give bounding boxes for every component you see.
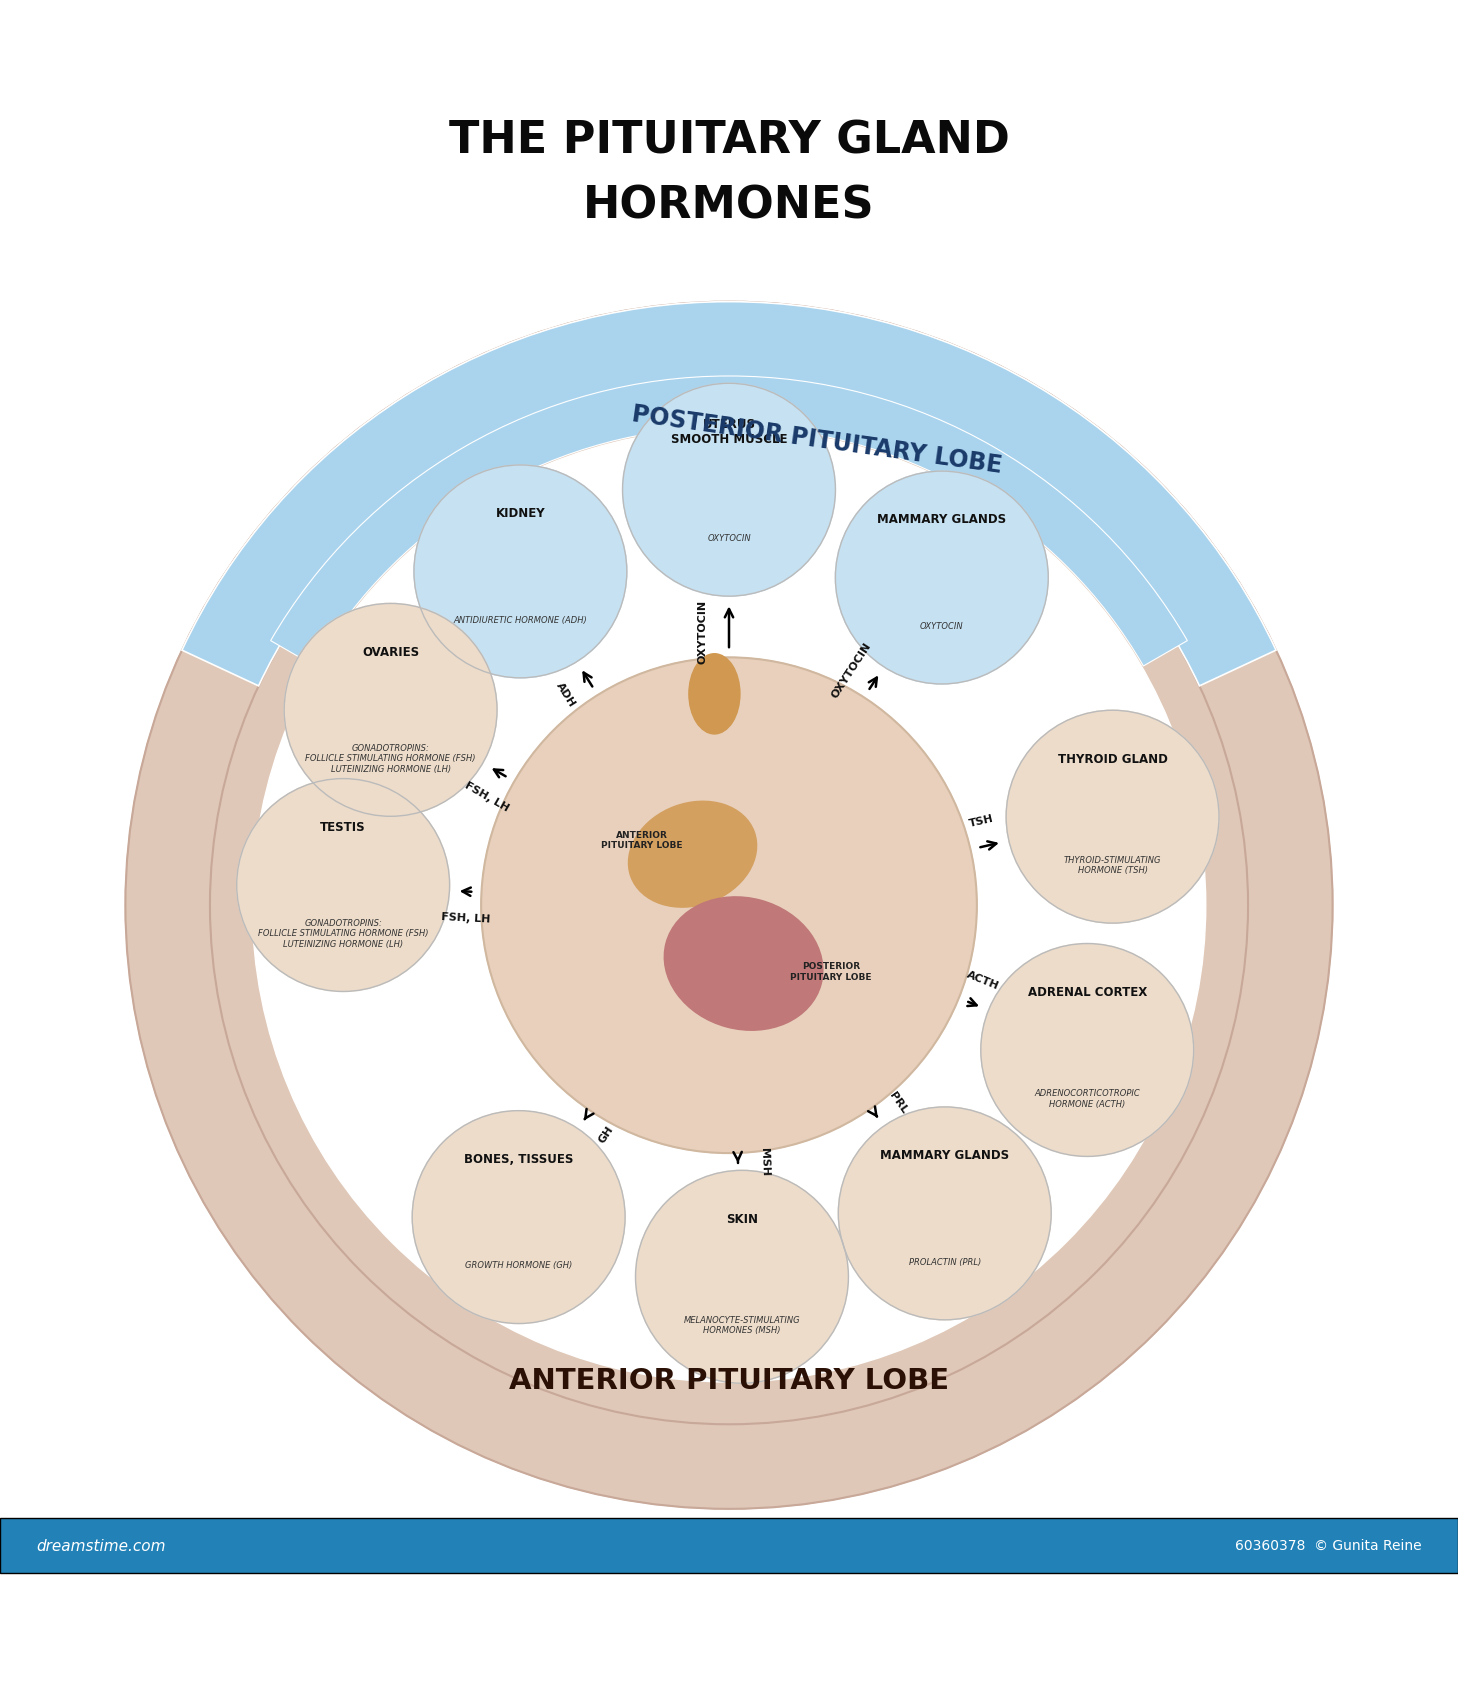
Circle shape [284, 605, 497, 817]
Text: GONADOTROPINS:
FOLLICLE STIMULATING HORMONE (FSH)
LUTEINIZING HORMONE (LH): GONADOTROPINS: FOLLICLE STIMULATING HORM… [258, 919, 429, 948]
Circle shape [414, 466, 627, 679]
Circle shape [203, 380, 1255, 1432]
Text: POSTERIOR PITUITARY LOBE: POSTERIOR PITUITARY LOBE [630, 402, 1003, 478]
Text: 60360378  © Gunita Reine: 60360378 © Gunita Reine [1235, 1539, 1422, 1552]
Text: OVARIES: OVARIES [362, 645, 418, 659]
Text: HORMONES: HORMONES [583, 184, 875, 228]
Circle shape [1006, 711, 1219, 924]
Ellipse shape [665, 897, 822, 1030]
Text: PROLACTIN (PRL): PROLACTIN (PRL) [908, 1257, 981, 1267]
Text: MELANOCYTE-STIMULATING
HORMONES (MSH): MELANOCYTE-STIMULATING HORMONES (MSH) [684, 1316, 800, 1334]
Circle shape [481, 659, 977, 1154]
Text: ADH: ADH [554, 681, 577, 709]
Text: FSH, LH: FSH, LH [464, 780, 510, 812]
Wedge shape [182, 302, 1276, 686]
Circle shape [838, 1108, 1051, 1321]
Text: ADRENAL CORTEX: ADRENAL CORTEX [1028, 985, 1147, 998]
Text: THYROID-STIMULATING
HORMONE (TSH): THYROID-STIMULATING HORMONE (TSH) [1064, 855, 1162, 875]
Circle shape [636, 1170, 849, 1383]
Text: OXYTOCIN: OXYTOCIN [830, 640, 873, 699]
Circle shape [252, 429, 1206, 1382]
Circle shape [835, 471, 1048, 684]
Circle shape [210, 387, 1248, 1424]
Text: UTERUS
SMOOTH MUSCLE: UTERUS SMOOTH MUSCLE [671, 417, 787, 446]
Text: KIDNEY: KIDNEY [496, 507, 545, 520]
Text: ANTERIOR
PITUITARY LOBE: ANTERIOR PITUITARY LOBE [601, 831, 682, 850]
Text: PRL: PRL [888, 1089, 910, 1115]
Text: BONES, TISSUES: BONES, TISSUES [464, 1152, 573, 1165]
Text: THE PITUITARY GLAND: THE PITUITARY GLAND [449, 120, 1009, 162]
Wedge shape [271, 377, 1187, 667]
Text: TSH: TSH [968, 812, 996, 828]
Text: MAMMARY GLANDS: MAMMARY GLANDS [878, 513, 1006, 527]
Ellipse shape [688, 654, 739, 735]
Text: TESTIS: TESTIS [321, 821, 366, 833]
Text: GH: GH [598, 1123, 615, 1145]
Text: OXYTOCIN: OXYTOCIN [920, 622, 964, 630]
Ellipse shape [628, 802, 757, 907]
Text: THYROID GLAND: THYROID GLAND [1057, 752, 1168, 765]
Circle shape [255, 432, 1203, 1380]
Text: OXYTOCIN: OXYTOCIN [707, 534, 751, 542]
Text: dreamstime.com: dreamstime.com [36, 1539, 166, 1552]
Text: SKIN: SKIN [726, 1213, 758, 1225]
Circle shape [623, 383, 835, 596]
Circle shape [236, 779, 449, 991]
Circle shape [413, 1111, 625, 1324]
Text: ANTIDIURETIC HORMONE (ADH): ANTIDIURETIC HORMONE (ADH) [453, 615, 588, 625]
FancyBboxPatch shape [0, 1518, 1458, 1572]
Text: GONADOTROPINS:
FOLLICLE STIMULATING HORMONE (FSH)
LUTEINIZING HORMONE (LH): GONADOTROPINS: FOLLICLE STIMULATING HORM… [305, 743, 475, 774]
Text: MSH: MSH [758, 1147, 770, 1176]
Text: ADRENOCORTICOTROPIC
HORMONE (ACTH): ADRENOCORTICOTROPIC HORMONE (ACTH) [1034, 1088, 1140, 1108]
Text: POSTERIOR
PITUITARY LOBE: POSTERIOR PITUITARY LOBE [790, 961, 872, 981]
Text: MAMMARY GLANDS: MAMMARY GLANDS [881, 1149, 1009, 1162]
Text: GROWTH HORMONE (GH): GROWTH HORMONE (GH) [465, 1260, 573, 1270]
Circle shape [981, 944, 1194, 1157]
Text: ACTH: ACTH [965, 969, 1000, 991]
Circle shape [125, 302, 1333, 1508]
Text: FSH, LH: FSH, LH [440, 912, 490, 924]
Text: ANTERIOR PITUITARY LOBE: ANTERIOR PITUITARY LOBE [509, 1366, 949, 1393]
Text: OXYTOCIN: OXYTOCIN [698, 600, 707, 664]
